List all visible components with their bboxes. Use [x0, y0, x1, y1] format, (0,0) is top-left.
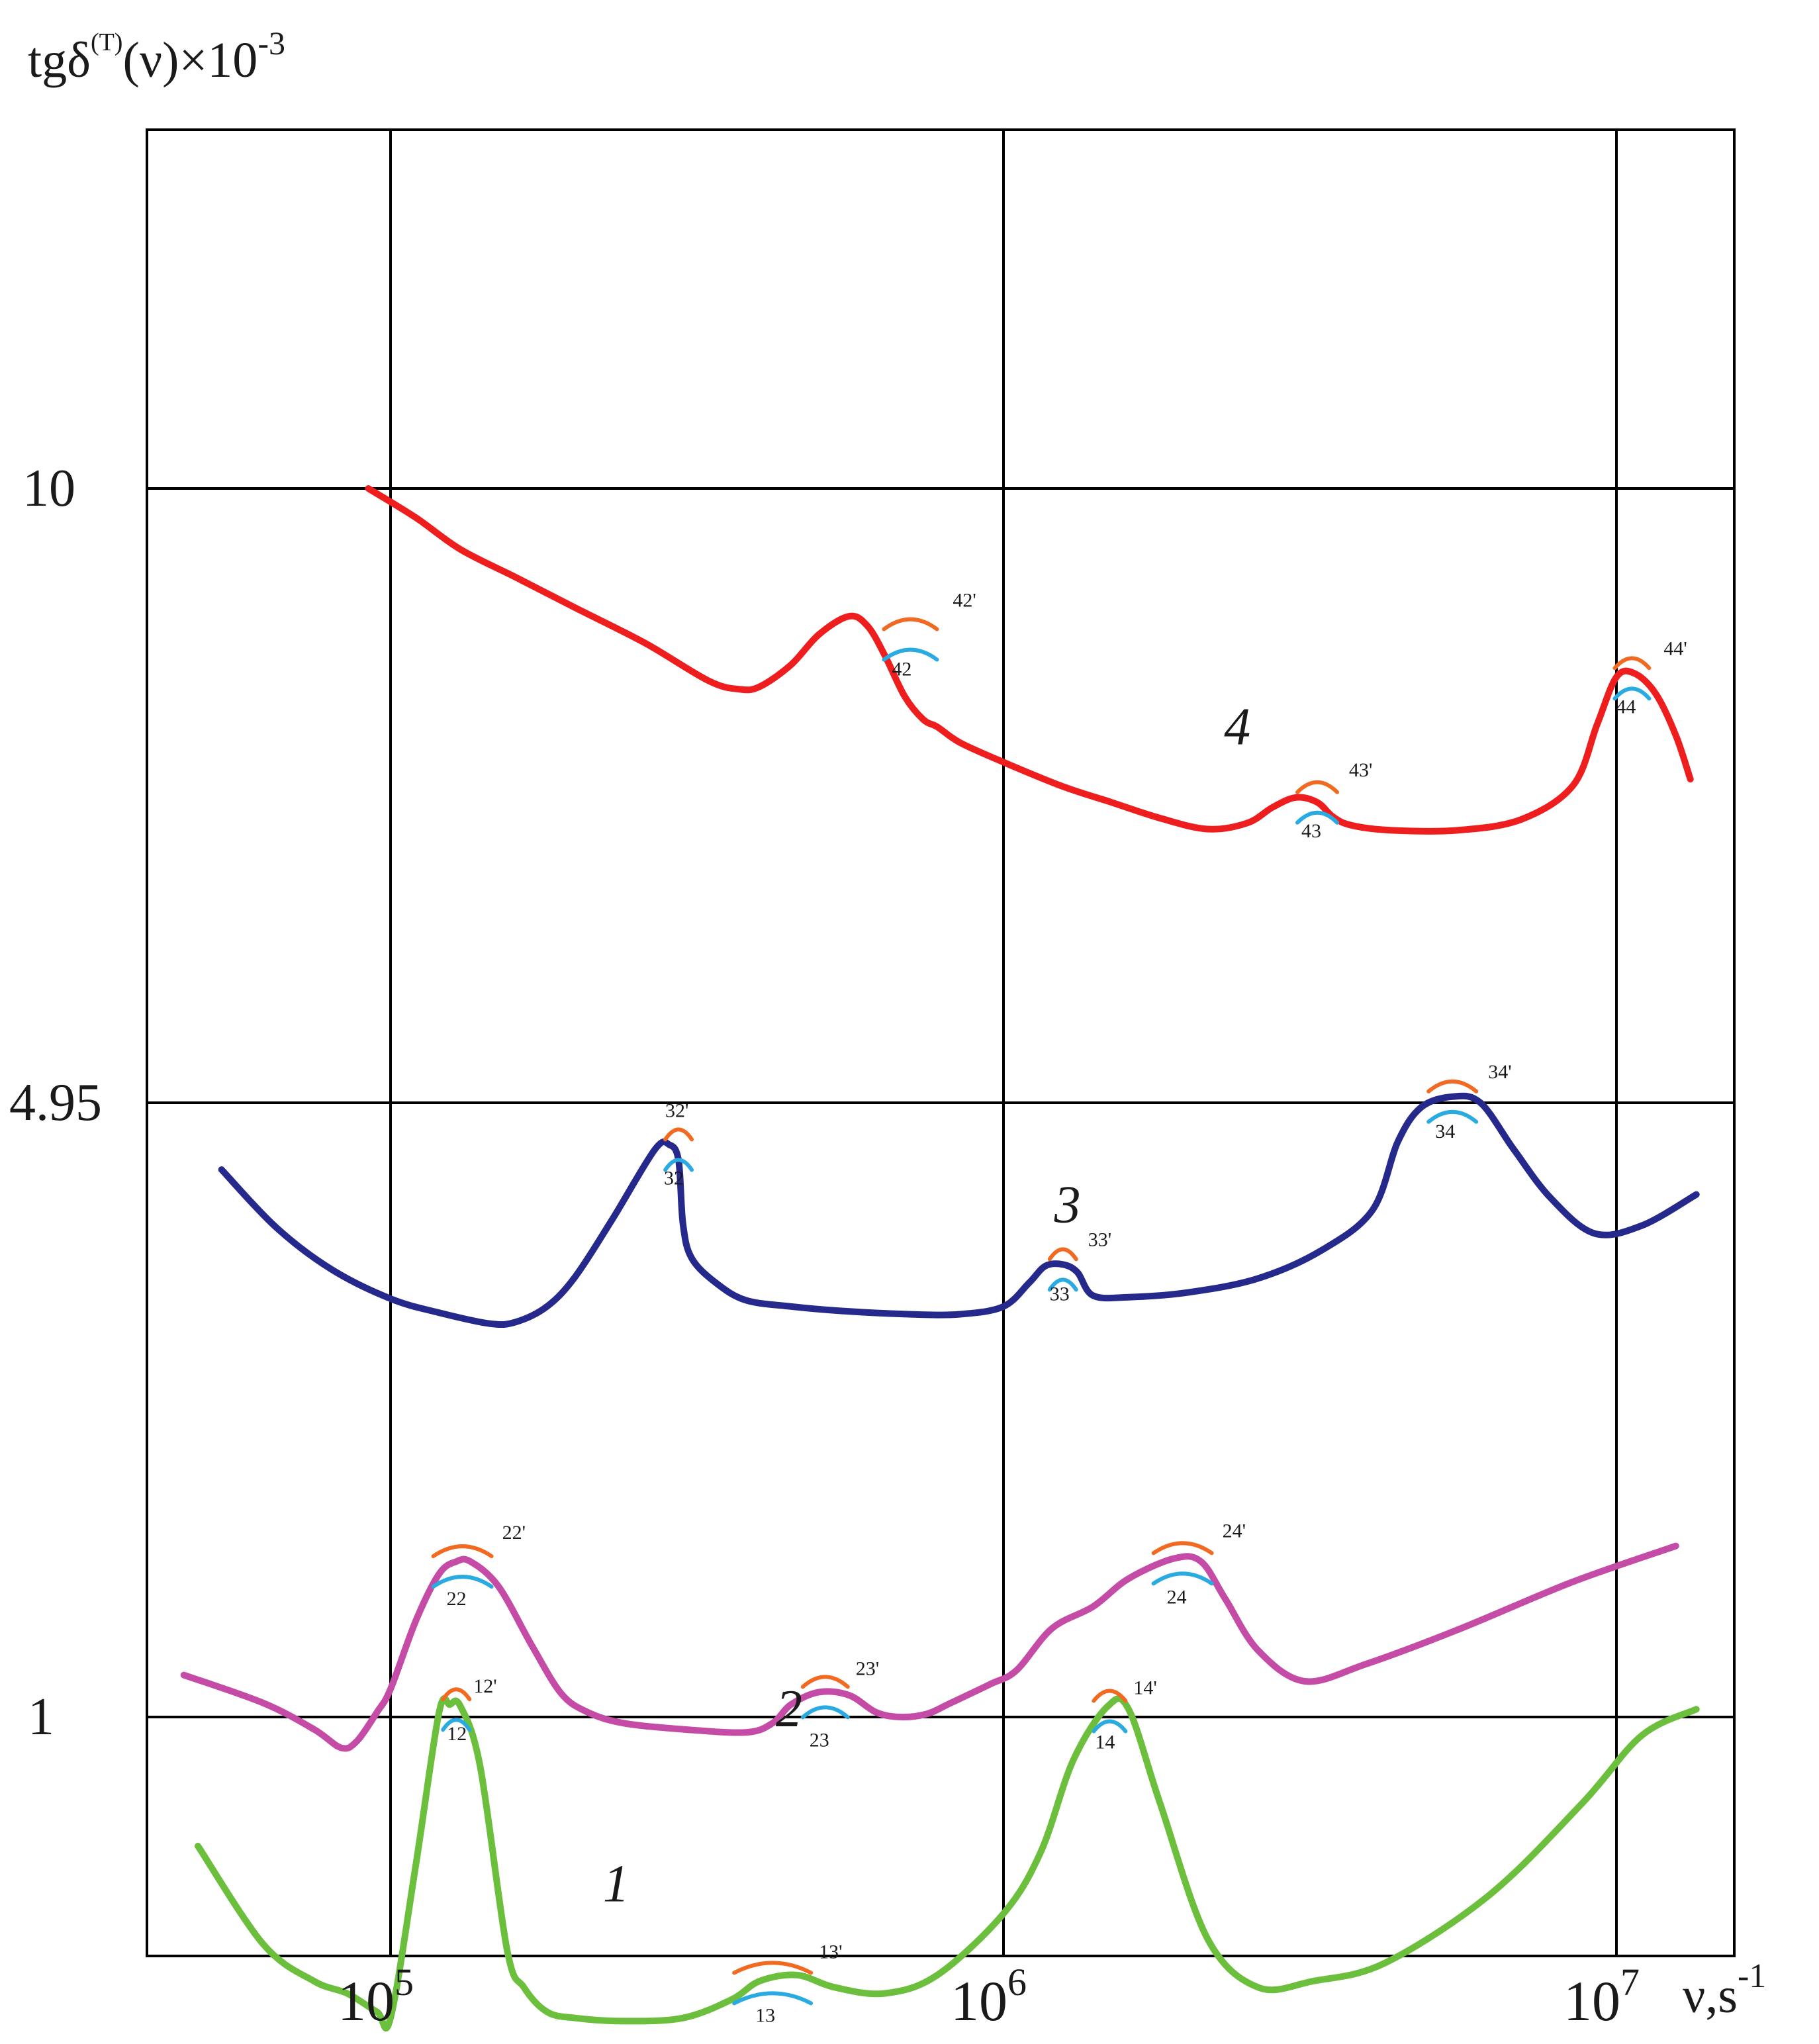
peak-marker-23 [800, 1705, 850, 1720]
annotation-24: 24 [1167, 1586, 1187, 1608]
peak-marker-34-prime [1426, 1079, 1479, 1093]
annotation-22: 22 [447, 1588, 467, 1610]
peak-marker-32 [663, 1158, 694, 1172]
plot-frame [146, 128, 1736, 1957]
annotation-43: 43 [1301, 820, 1321, 842]
peak-marker-42-prime [882, 617, 939, 631]
annotation-42-prime: 42' [953, 590, 976, 612]
peak-marker-24 [1151, 1571, 1214, 1586]
x-axis-title: ν,s-1 [1683, 1957, 1766, 2023]
y-tick-label: 10 [23, 459, 75, 518]
peak-marker-33 [1047, 1278, 1078, 1292]
annotation-23-prime: 23' [856, 1657, 879, 1679]
peak-marker-44-prime [1612, 656, 1652, 671]
annotation-44-prime: 44' [1663, 637, 1687, 659]
annotation-44: 44 [1616, 696, 1636, 718]
annotation-22-prime: 22' [502, 1522, 526, 1544]
peak-marker-13-prime [732, 1961, 814, 1975]
peak-marker-12-prime [441, 1687, 472, 1702]
peak-marker-12 [441, 1718, 472, 1732]
series-4-label: 4 [1224, 698, 1250, 756]
annotation-43-prime: 43' [1349, 759, 1372, 781]
x-tick-label: 105 [338, 1961, 414, 2033]
y-tick-label: 4.95 [9, 1074, 102, 1132]
annotation-12: 12 [447, 1723, 467, 1745]
x-tick-label: 106 [951, 1961, 1027, 2033]
annotation-32: 32 [664, 1167, 684, 1189]
series-3-line [218, 1092, 1700, 1328]
annotation-23: 23 [810, 1729, 829, 1751]
grid-lines [147, 130, 1734, 1956]
series-3-label: 3 [1054, 1176, 1081, 1234]
annotation-13-prime: 13' [819, 1941, 842, 1963]
annotation-42: 42 [892, 659, 911, 680]
annotation-13: 13 [755, 2004, 775, 2026]
peak-marker-44 [1612, 686, 1652, 701]
annotation-34: 34 [1435, 1121, 1455, 1142]
annotation-24-prime: 24' [1223, 1520, 1246, 1542]
series-2-line [180, 1542, 1679, 1752]
series-2-label: 2 [776, 1680, 802, 1738]
peak-marker-34 [1426, 1109, 1479, 1124]
annotation-34-prime: 34' [1488, 1061, 1511, 1083]
series-1-line [195, 1695, 1700, 2032]
annotation-14-prime: 14' [1133, 1677, 1156, 1699]
peak-marker-14-prime [1092, 1689, 1128, 1703]
annotation-12-prime: 12' [473, 1675, 496, 1697]
annotation-33: 33 [1050, 1283, 1070, 1305]
peak-marker-43-prime [1295, 780, 1339, 794]
y-tick-label: 1 [28, 1688, 54, 1746]
series-layer [180, 485, 1700, 2032]
peak-marker-13 [732, 1991, 814, 2006]
annotation-14: 14 [1095, 1732, 1115, 1753]
series-4-line [365, 485, 1694, 835]
peak-marker-14 [1092, 1719, 1128, 1734]
peak-markers [431, 617, 1652, 2006]
peak-marker-22-prime [431, 1544, 494, 1559]
peak-marker-42 [882, 647, 939, 662]
series-1-label: 1 [603, 1855, 630, 1914]
peak-marker-24-prime [1151, 1541, 1214, 1556]
peak-marker-43 [1295, 810, 1339, 825]
peak-marker-33-prime [1047, 1247, 1078, 1262]
annotation-32-prime: 32' [665, 1099, 688, 1121]
x-tick-label: 107 [1563, 1961, 1640, 2033]
peak-marker-32-prime [663, 1127, 694, 1142]
peak-marker-23-prime [800, 1675, 850, 1689]
annotation-33-prime: 33' [1088, 1229, 1111, 1250]
y-axis-title: tgδ(T)(ν)×10-3 [28, 24, 285, 88]
peak-marker-22 [431, 1575, 494, 1589]
